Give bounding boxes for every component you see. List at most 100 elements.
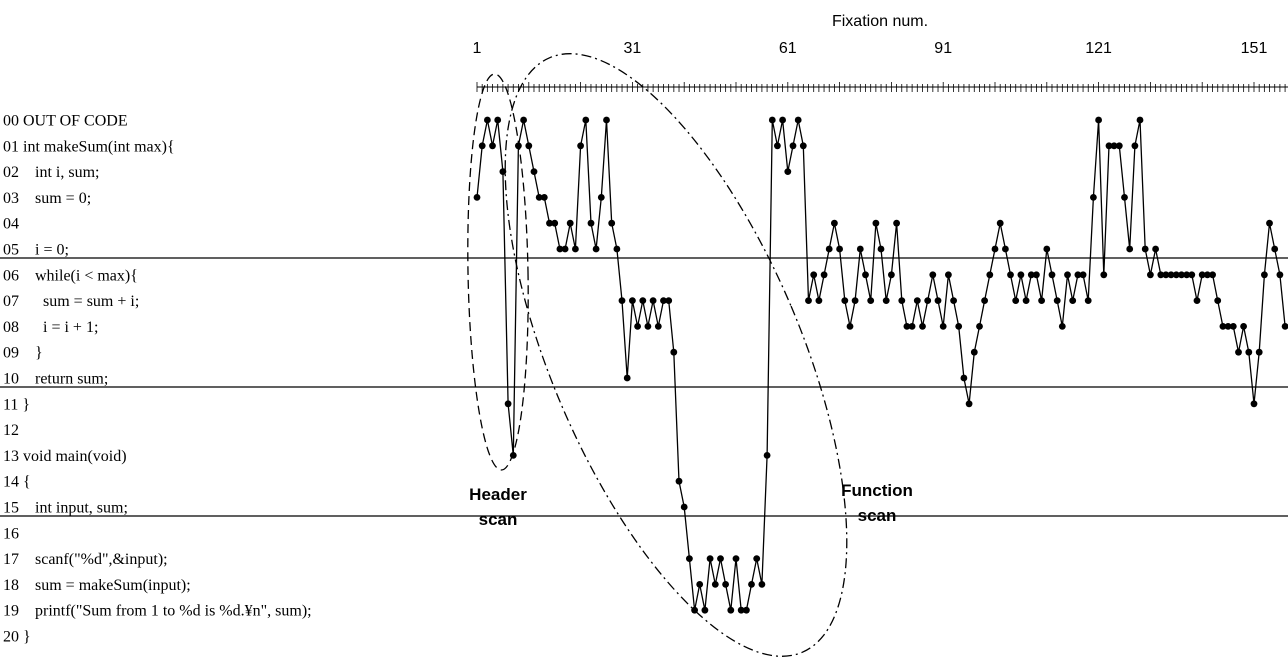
- code-line-label: 16: [3, 525, 19, 542]
- fixation-point: [644, 323, 652, 330]
- fixation-point: [856, 245, 864, 253]
- fixation-point: [1022, 297, 1030, 304]
- fixation-point: [1167, 271, 1175, 279]
- fixation-point: [815, 297, 823, 304]
- fixation-point: [955, 323, 963, 330]
- fixation-point: [592, 245, 600, 253]
- fixation-point: [1224, 323, 1232, 330]
- fixation-point: [660, 297, 667, 304]
- fixation-point: [820, 271, 828, 279]
- fixation-point: [753, 555, 761, 562]
- fixation-point: [1147, 271, 1154, 279]
- fixation-point: [680, 503, 688, 511]
- fixation-point: [654, 323, 662, 330]
- fixation-point: [846, 323, 854, 330]
- fixation-point: [758, 581, 766, 588]
- fixation-point: [1136, 116, 1144, 124]
- x-axis-ruler: [476, 82, 1288, 92]
- fixation-point: [1069, 297, 1077, 304]
- fixation-point: [810, 271, 818, 279]
- fixation-point: [1121, 194, 1128, 201]
- fixation-point: [1255, 348, 1263, 356]
- fixation-point: [1183, 271, 1191, 279]
- fixation-point: [1240, 323, 1247, 330]
- code-line-label: 18 sum = makeSum(input);: [3, 577, 191, 594]
- fixation-point: [893, 219, 900, 227]
- fixation-point: [1131, 142, 1139, 150]
- fixation-point: [1162, 271, 1170, 279]
- fixation-point: [1157, 271, 1165, 279]
- x-tick-label: 91: [934, 40, 952, 57]
- fixation-point: [908, 323, 916, 330]
- x-axis-title: Fixation num.: [832, 13, 928, 30]
- fixation-point: [530, 168, 538, 176]
- fixation-point: [675, 477, 683, 485]
- fixation-point: [1219, 323, 1227, 330]
- fixation-point: [1281, 323, 1288, 330]
- fixation-point: [727, 606, 735, 614]
- fixation-point: [1229, 323, 1237, 330]
- fixation-point: [535, 194, 543, 201]
- fixation-point: [499, 168, 507, 176]
- fixation-point: [919, 323, 926, 330]
- fixation-point: [618, 297, 626, 304]
- fixation-point: [1079, 271, 1087, 279]
- x-tick-label: 121: [1085, 40, 1112, 57]
- fixation-point: [1017, 271, 1025, 279]
- code-line-label: 20 }: [3, 629, 31, 646]
- fixation-point: [862, 271, 869, 279]
- fixation-point: [794, 116, 802, 124]
- fixation-point: [1126, 245, 1134, 253]
- fixation-point: [1090, 194, 1097, 201]
- fixation-point: [706, 555, 714, 562]
- x-tick-labels: 1 31 61 91 121 151: [473, 40, 1268, 57]
- fixation-point: [1261, 271, 1268, 279]
- fixation-point: [1172, 271, 1180, 279]
- fixation-point: [799, 142, 807, 150]
- code-line-label: 13 void main(void): [3, 448, 127, 465]
- code-line-label: 00 OUT OF CODE: [3, 113, 128, 130]
- fixation-point: [1043, 245, 1051, 253]
- fixation-point: [670, 348, 678, 356]
- code-line-labels: 00 OUT OF CODE 01 int makeSum(int max){02…: [3, 113, 312, 646]
- code-line-label: 05 i = 0;: [3, 242, 69, 259]
- function-scan-label-line2: scan: [858, 506, 897, 525]
- fixation-point: [841, 297, 849, 304]
- fixation-point: [1235, 348, 1242, 356]
- function-scan-ellipse: [504, 53, 848, 657]
- fixation-point: [737, 606, 745, 614]
- fixation-point: [1271, 245, 1279, 253]
- fixation-point: [950, 297, 957, 304]
- fixation-point: [1027, 271, 1035, 279]
- fixation-point: [732, 555, 740, 562]
- fixation-point: [540, 194, 548, 201]
- block-separators: [0, 257, 1288, 517]
- fixation-point: [551, 219, 559, 227]
- fixation-point: [1053, 297, 1061, 304]
- fixation-point: [934, 297, 942, 304]
- fixation-point: [634, 323, 641, 330]
- fixation-point: [1266, 219, 1273, 227]
- fixation-point: [566, 219, 574, 227]
- code-line-label: 01 int makeSum(int max){: [3, 138, 175, 155]
- x-tick-label: 151: [1241, 40, 1268, 57]
- fixation-point: [520, 116, 527, 124]
- fixation-point: [779, 116, 786, 124]
- fixation-point: [603, 116, 610, 124]
- fixation-point: [1115, 142, 1123, 150]
- fixation-point: [1002, 245, 1009, 253]
- fixation-point: [1007, 271, 1014, 279]
- header-scan-label-line2: scan: [479, 510, 518, 529]
- fixation-point: [478, 142, 486, 150]
- fixation-point: [701, 606, 709, 614]
- fixation-point: [981, 297, 988, 304]
- fixation-point: [903, 323, 911, 330]
- x-tick-label: 61: [779, 40, 797, 57]
- fixation-point: [582, 116, 590, 124]
- fixation-point: [877, 245, 885, 253]
- code-line-label: 19 printf("Sum from 1 to %d is %d.¥n", s…: [3, 603, 312, 620]
- fixation-point: [774, 142, 781, 150]
- fixation-point: [960, 374, 968, 382]
- code-line-label: 11 }: [3, 396, 30, 413]
- code-line-label: 06 while(i < max){: [3, 267, 138, 284]
